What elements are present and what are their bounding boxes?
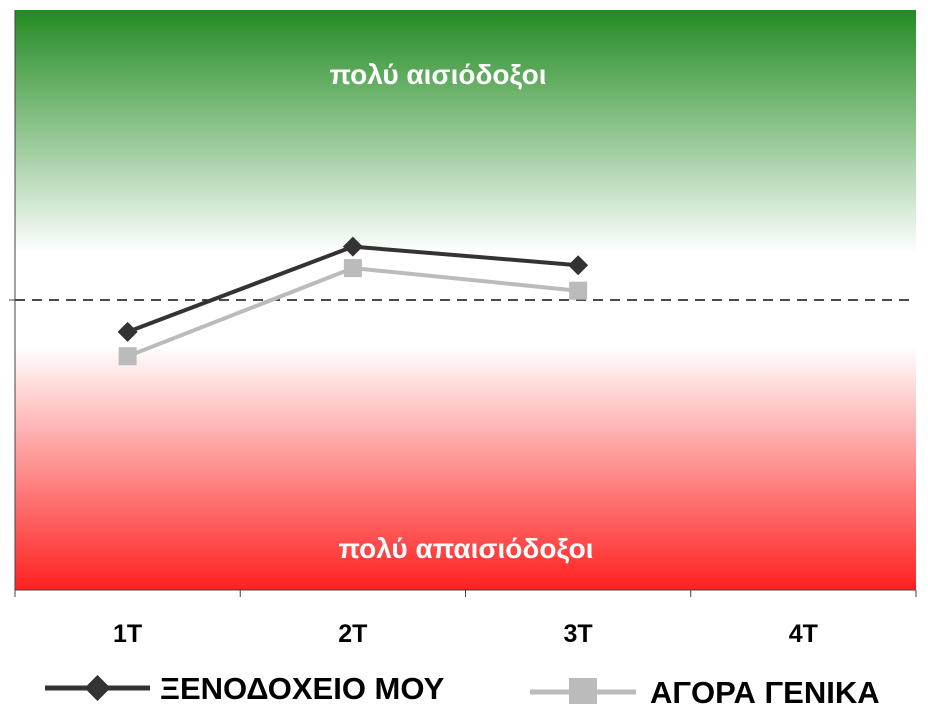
annotation-top: πολύ αισιόδοξοι	[329, 59, 546, 90]
series-layer	[117, 236, 589, 366]
x-tick-label: 3T	[564, 620, 593, 648]
data-point-market	[118, 347, 137, 366]
x-tick-label: 2T	[338, 620, 367, 648]
data-point-market	[343, 259, 362, 278]
x-tick-label: 1T	[113, 620, 142, 648]
legend-marker-hotel	[84, 675, 111, 701]
data-point-market	[569, 281, 588, 300]
data-point-hotel	[117, 321, 138, 342]
x-axis-ticks	[14, 590, 917, 597]
legend-marker-market	[569, 678, 597, 706]
data-point-hotel	[568, 255, 589, 276]
data-point-hotel	[342, 236, 363, 257]
legend: ΞΕΝΟΔΟΧΕΙΟ ΜΟΥ ΑΓΟΡΑ ΓΕΝΙΚΑ	[45, 671, 880, 709]
x-tick-label: 4T	[789, 620, 818, 648]
legend-label-hotel: ΞΕΝΟΔΟΧΕΙΟ ΜΟΥ	[160, 671, 445, 704]
legend-label-market: ΑΓΟΡΑ ΓΕΝΙΚΑ	[650, 675, 880, 704]
x-axis-labels: 1T 2T 3T 4T	[113, 620, 818, 648]
annotation-bottom: πολύ απαισιόδοξοι	[339, 533, 594, 564]
